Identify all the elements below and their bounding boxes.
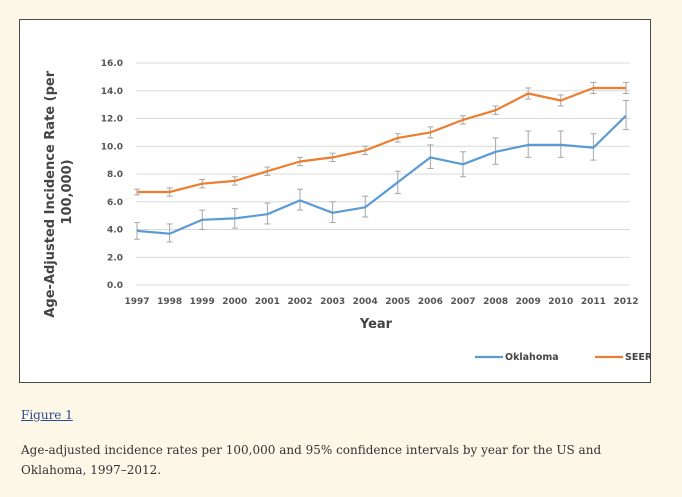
x-tick-label: 2004	[353, 297, 378, 307]
figure-frame: 0.0 2.0 4.0 6.0 8.0 10.0 12.0 14.0 16.0 1997 1998…	[19, 19, 651, 383]
x-tick-label: 2005	[385, 297, 410, 307]
legend-label: Oklahoma	[505, 352, 559, 363]
y-tick-label: 0.0	[107, 281, 123, 291]
x-tick-label: 2006	[418, 297, 443, 307]
x-tick-label: 2010	[548, 297, 573, 307]
y-tick-label: 10.0	[101, 142, 123, 152]
line-chart: 0.0 2.0 4.0 6.0 8.0 10.0 12.0 14.0 16.0 1997 1998…	[43, 59, 650, 363]
y-axis-ticks: 0.0 2.0 4.0 6.0 8.0 10.0 12.0 14.0 16.0	[101, 59, 123, 291]
y-tick-label: 6.0	[107, 198, 123, 208]
x-tick-label: 2001	[255, 297, 280, 307]
x-tick-label: 1999	[190, 297, 215, 307]
x-tick-label: 2003	[320, 297, 345, 307]
error-bar	[134, 222, 140, 240]
y-tick-label: 4.0	[107, 226, 123, 236]
x-tick-label: 2002	[287, 297, 312, 307]
y-tick-label: 14.0	[101, 87, 123, 97]
y-tick-label: 8.0	[107, 170, 123, 180]
x-tick-label: 2007	[450, 297, 475, 307]
x-axis-ticks: 1997 1998 1999 2000 2001 2002 2003 2004 2005 2006…	[124, 297, 638, 307]
x-tick-label: 2008	[483, 297, 508, 307]
x-tick-label: 1997	[124, 297, 149, 307]
x-tick-label: 2009	[516, 297, 541, 307]
series-line-oklahoma	[136, 114, 627, 235]
series-line-seer	[137, 86, 626, 194]
legend-item-seer: SEER	[595, 352, 650, 363]
x-axis-title: Year	[359, 317, 393, 332]
legend: Oklahoma SEER	[475, 352, 650, 363]
x-tick-label: 2011	[581, 297, 606, 307]
y-tick-label: 16.0	[101, 59, 123, 69]
legend-item-oklahoma: Oklahoma	[475, 352, 559, 363]
x-tick-label: 2012	[613, 297, 638, 307]
figure-link[interactable]: Figure 1	[21, 408, 73, 422]
y-axis-title-line-1: Age-Adjusted Incidence Rate (per	[43, 70, 58, 317]
figure-caption: Age-adjusted incidence rates per 100,000…	[21, 443, 602, 477]
y-axis-title-line-2: 100,000)	[60, 159, 75, 224]
error-bars	[134, 81, 629, 243]
error-bar	[623, 99, 629, 131]
legend-label: SEER	[625, 352, 650, 363]
x-tick-label: 1998	[157, 297, 182, 307]
x-tick-label: 2000	[222, 297, 247, 307]
gridlines	[136, 62, 630, 286]
y-tick-label: 2.0	[107, 253, 123, 263]
y-axis-title: Age-Adjusted Incidence Rate (per 100,000…	[43, 66, 75, 317]
y-tick-label: 12.0	[101, 115, 123, 125]
series-lines	[136, 86, 627, 235]
